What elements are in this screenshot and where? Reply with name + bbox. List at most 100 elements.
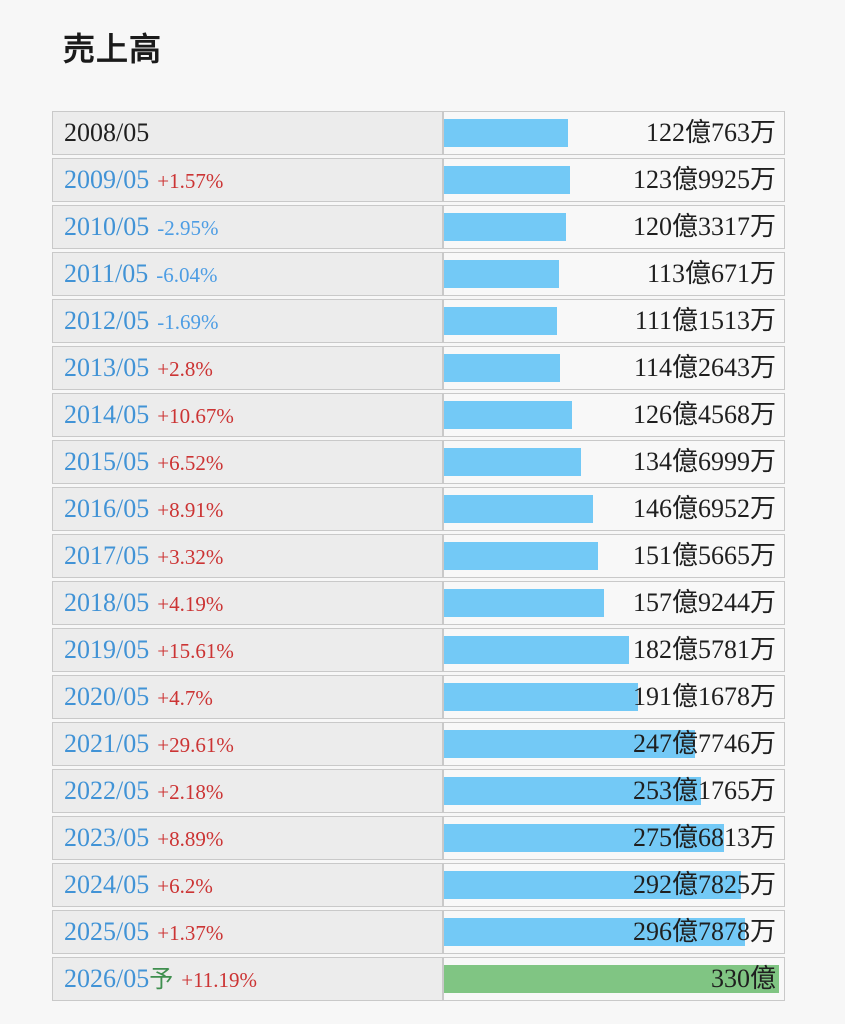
year-label[interactable]: 2018/05 [64, 588, 150, 617]
revenue-bar [444, 777, 701, 805]
value-label: 330億 [710, 964, 776, 993]
year-cell: 2024/05 +6.2% [52, 863, 443, 907]
value-label: 296億7878万 [632, 917, 776, 946]
revenue-table: 2008/05 122億763万 2009/05 +1.57% 123億9925万… [52, 111, 785, 1001]
value-label: 126億4568万 [632, 400, 776, 429]
table-row: 2009/05 +1.57% 123億9925万 [52, 158, 785, 202]
table-row: 2020/05 +4.7% 191億1678万 [52, 675, 785, 719]
value-label: 113億671万 [646, 259, 776, 288]
year-label[interactable]: 2021/05 [64, 729, 150, 758]
table-row: 2018/05 +4.19% 157億9244万 [52, 581, 785, 625]
year-label[interactable]: 2023/05 [64, 823, 150, 852]
year-label[interactable]: 2015/05 [64, 447, 150, 476]
value-label: 151億5665万 [632, 541, 776, 570]
year-cell: 2017/05 +3.32% [52, 534, 443, 578]
year-cell: 2018/05 +4.19% [52, 581, 443, 625]
table-row: 2015/05 +6.52% 134億6999万 [52, 440, 785, 484]
pct-change: +1.57% [157, 169, 224, 193]
value-cell: 330億 [443, 957, 785, 1001]
year-label[interactable]: 2026/05 [64, 964, 150, 993]
value-cell: 146億6952万 [443, 487, 785, 531]
value-label: 120億3317万 [632, 212, 776, 241]
value-cell: 126億4568万 [443, 393, 785, 437]
value-label: 146億6952万 [632, 494, 776, 523]
table-row: 2011/05 -6.04% 113億671万 [52, 252, 785, 296]
year-label[interactable]: 2013/05 [64, 353, 150, 382]
value-label: 247億7746万 [632, 729, 776, 758]
value-label: 122億763万 [645, 118, 776, 147]
forecast-mark: 予 [149, 967, 174, 993]
value-label: 191億1678万 [632, 682, 776, 711]
revenue-bar [444, 354, 560, 382]
table-row: 2017/05 +3.32% 151億5665万 [52, 534, 785, 578]
value-cell: 253億1765万 [443, 769, 785, 813]
year-label[interactable]: 2024/05 [64, 870, 150, 899]
year-cell: 2014/05 +10.67% [52, 393, 443, 437]
value-cell: 247億7746万 [443, 722, 785, 766]
revenue-bar [444, 401, 573, 429]
pct-change: +4.19% [157, 592, 224, 616]
table-row: 2024/05 +6.2% 292億7825万 [52, 863, 785, 907]
year-label[interactable]: 2020/05 [64, 682, 150, 711]
table-row: 2008/05 122億763万 [52, 111, 785, 155]
pct-change: +10.67% [157, 404, 234, 428]
revenue-bar [444, 166, 570, 194]
revenue-bar [444, 965, 779, 993]
value-cell: 275億6813万 [443, 816, 785, 860]
pct-change: +15.61% [157, 639, 234, 663]
value-cell: 296億7878万 [443, 910, 785, 954]
year-cell: 2021/05 +29.61% [52, 722, 443, 766]
revenue-bar [444, 636, 630, 664]
value-cell: 123億9925万 [443, 158, 785, 202]
year-label[interactable]: 2011/05 [64, 259, 149, 288]
year-label[interactable]: 2016/05 [64, 494, 150, 523]
revenue-bar [444, 824, 724, 852]
pct-change: +11.19% [181, 968, 258, 992]
pct-change: +29.61% [157, 733, 234, 757]
revenue-bar [444, 307, 557, 335]
year-label: 2008/05 [64, 118, 150, 147]
table-row: 2021/05 +29.61% 247億7746万 [52, 722, 785, 766]
pct-change: -2.95% [157, 216, 219, 240]
year-cell: 2010/05 -2.95% [52, 205, 443, 249]
revenue-bar [444, 448, 581, 476]
value-label: 134億6999万 [632, 447, 776, 476]
year-label[interactable]: 2025/05 [64, 917, 150, 946]
year-cell: 2013/05 +2.8% [52, 346, 443, 390]
year-cell: 2015/05 +6.52% [52, 440, 443, 484]
value-label: 182億5781万 [632, 635, 776, 664]
value-cell: 120億3317万 [443, 205, 785, 249]
pct-change: +6.2% [157, 874, 213, 898]
year-label[interactable]: 2012/05 [64, 306, 150, 335]
table-row: 2026/05予 +11.19% 330億 [52, 957, 785, 1001]
value-cell: 151億5665万 [443, 534, 785, 578]
pct-change: -6.04% [156, 263, 218, 287]
value-label: 292億7825万 [632, 870, 776, 899]
table-row: 2010/05 -2.95% 120億3317万 [52, 205, 785, 249]
value-cell: 114億2643万 [443, 346, 785, 390]
pct-change: +6.52% [157, 451, 224, 475]
revenue-bar [444, 213, 567, 241]
revenue-bar [444, 260, 559, 288]
revenue-bar [444, 542, 598, 570]
value-cell: 134億6999万 [443, 440, 785, 484]
year-label[interactable]: 2019/05 [64, 635, 150, 664]
year-label[interactable]: 2014/05 [64, 400, 150, 429]
value-label: 275億6813万 [632, 823, 776, 852]
table-row: 2019/05 +15.61% 182億5781万 [52, 628, 785, 672]
revenue-bar [444, 683, 639, 711]
pct-change: +4.7% [157, 686, 213, 710]
table-row: 2023/05 +8.89% 275億6813万 [52, 816, 785, 860]
year-label[interactable]: 2017/05 [64, 541, 150, 570]
value-cell: 157億9244万 [443, 581, 785, 625]
value-label: 114億2643万 [633, 353, 776, 382]
year-label[interactable]: 2022/05 [64, 776, 150, 805]
pct-change: +2.18% [157, 780, 224, 804]
year-cell: 2011/05 -6.04% [52, 252, 443, 296]
value-label: 157億9244万 [632, 588, 776, 617]
pct-change: -1.69% [157, 310, 219, 334]
year-label[interactable]: 2010/05 [64, 212, 150, 241]
value-cell: 122億763万 [443, 111, 785, 155]
year-label[interactable]: 2009/05 [64, 165, 150, 194]
year-cell: 2025/05 +1.37% [52, 910, 443, 954]
